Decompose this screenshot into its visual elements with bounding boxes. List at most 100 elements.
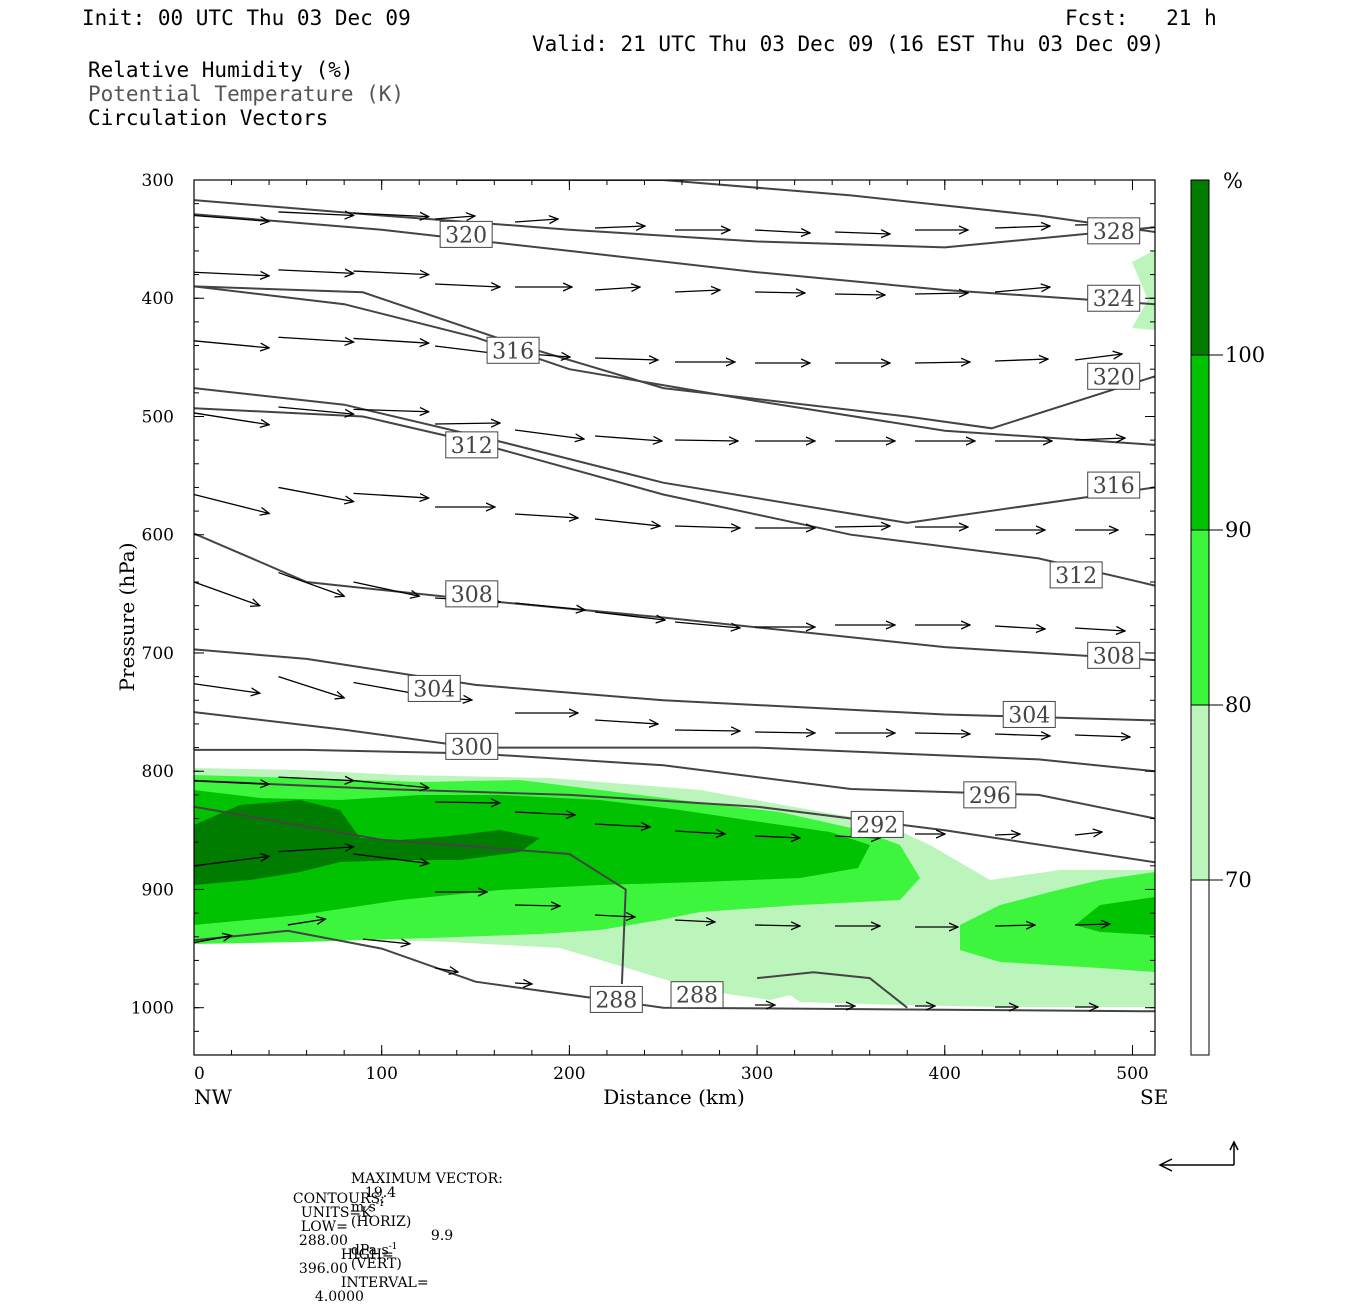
x-tick-label: 500 [1116,1064,1148,1084]
svg-text:316: 316 [1093,474,1135,499]
footer-contours: CONTOURS: UNITS=K LOW= 288.00 HIGH= 396.… [284,1178,429,1304]
circulation-vector [353,492,429,498]
circulation-vector [353,337,429,343]
colorbar-level-label: 90 [1225,518,1252,542]
x-tick-label: 200 [553,1064,585,1084]
svg-text:328: 328 [1093,220,1135,245]
svg-text:308: 308 [1093,644,1135,669]
svg-text:300: 300 [451,735,493,760]
rh-zone-90-100-right [1075,897,1155,935]
circulation-vector [278,406,353,414]
theta-contour-line [194,648,1155,722]
x-axis-title: Distance (km) [603,1085,745,1109]
y-axis-title: Pressure (hPa) [115,543,139,692]
field-theta-title: Potential Temperature (K) [88,82,405,106]
x-tick-label: 400 [929,1064,961,1084]
circulation-vector [278,212,353,216]
theta-contour-line [194,711,1155,773]
svg-text:304: 304 [1008,703,1050,728]
theta-contour-line [194,748,1155,820]
colorbar: 70 80 90 100% [1190,169,1265,1056]
svg-text:292: 292 [856,813,898,838]
circulation-vectors [193,212,429,944]
circulation-vector [278,847,353,853]
theta-contour-label: 320 [1087,362,1141,390]
theta-contour-label: 316 [1087,471,1141,499]
theta-contour-label: 312 [1049,561,1103,589]
circulation-vector [193,781,269,785]
circulation-vector [278,336,353,342]
theta-contour-line [194,929,1155,1013]
circulation-vector [193,856,269,867]
y-tick-label: 600 [142,526,174,546]
circulation-vector [278,676,344,698]
colorbar-segment [1190,529,1210,706]
theta-contour-label: 312 [445,431,499,459]
theta-contour-label: 296 [963,781,1017,809]
circulation-vector [353,581,420,596]
theta-contour-line [194,532,1155,662]
theta-contour-line [194,285,1155,446]
max-horiz-value: 19.4 [364,1185,397,1201]
max-vert-value: 9.9 [430,1227,454,1244]
circulation-vector [278,270,353,274]
circulation-vector [193,340,269,348]
contours-interval-value: 4.0000 [314,1289,364,1305]
x-tick-label: 100 [365,1064,397,1084]
theta-contour-label: 324 [1087,284,1141,312]
colorbar-unit: % [1223,169,1243,193]
reference-vector-icon [1158,1140,1239,1172]
theta-contour-label: 316 [486,336,540,364]
colorbar-segment [1190,354,1210,531]
circulation-vector [353,853,429,863]
y-tick-label: 800 [142,762,174,782]
circulation-vector [193,493,269,514]
colorbar-level-label: 70 [1225,868,1252,892]
contours-high-label: HIGH= [340,1247,394,1263]
init-time: Init: 00 UTC Thu 03 Dec 09 [82,6,411,30]
theta-contour-line [194,387,1155,524]
theta-contour-line [194,213,1155,306]
y-tick-label: 500 [142,407,174,427]
theta-contour-label: 308 [1087,641,1141,669]
theta-contour-line [194,285,1155,430]
circulation-vector [278,486,353,501]
svg-text:308: 308 [451,583,493,608]
colorbar-segment [1190,704,1210,881]
circulation-vector [353,409,429,411]
rh-shading [194,250,1155,1007]
circulation-vector [193,272,269,276]
theta-contour-line [456,180,1155,233]
valid-time: Valid: 21 UTC Thu 03 Dec 09 (16 EST Thu … [532,32,1165,56]
svg-text:312: 312 [451,434,493,459]
circulation-vector [353,780,429,788]
circulation-vector [193,412,269,425]
theta-contour-label: 288 [589,985,643,1013]
x-tick-label: 300 [741,1064,773,1084]
y-tick-label: 400 [142,289,174,309]
y-tick-label: 1000 [131,999,174,1019]
circulation-vector [353,213,429,217]
svg-text:320: 320 [445,223,487,248]
theta-contour-label: 300 [445,732,499,760]
svg-text:288: 288 [595,988,637,1013]
theta-contour-line [194,779,1155,864]
svg-text:296: 296 [969,784,1011,809]
theta-contour-line [194,407,1155,587]
x-tick-label: 0 [194,1064,205,1084]
svg-text:288: 288 [676,984,718,1009]
theta-contour-label: 320 [439,220,493,248]
colorbar-level-label: 80 [1225,693,1252,717]
rh-zone-80-90-right [960,872,1155,972]
circulation-vector [193,683,260,693]
theta-contour-label: 328 [1087,217,1141,245]
plot-frame [193,179,1156,1056]
field-vectors-title: Circulation Vectors [88,106,329,130]
svg-text:304: 304 [413,677,455,702]
theta-contour-label: 308 [445,580,499,608]
theta-contour-label: 288 [670,981,724,1009]
svg-text:320: 320 [1093,365,1135,390]
cross-section-chart: 328 324 320 320 316 316 312 312 308 308 304 304 300 2… [115,169,1265,1172]
circulation-vector [278,777,353,781]
axes: 300 400 500 600 700 800 900 1000 0 100 200 300 400 50… [131,171,1155,1084]
